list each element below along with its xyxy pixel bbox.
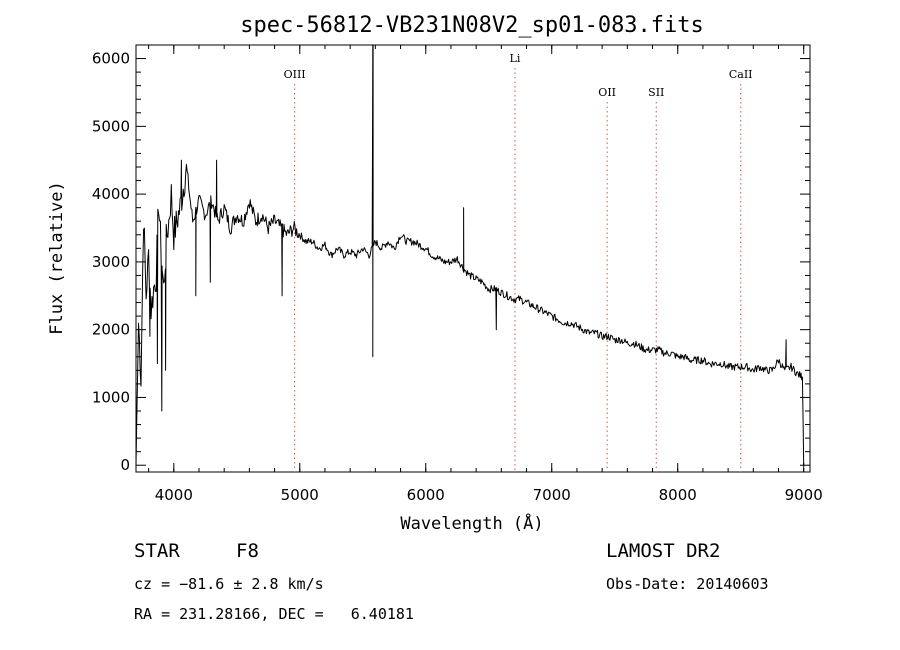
line-marker-label: CaII: [729, 68, 753, 81]
line-marker-label: SII: [648, 86, 664, 99]
x-tick-label: 5000: [281, 486, 319, 504]
object-type: STAR: [134, 540, 180, 562]
y-tick-label: 3000: [92, 253, 130, 271]
x-tick-label: 4000: [155, 486, 193, 504]
plot-frame: [135, 44, 811, 473]
y-axis-label: Flux (relative): [47, 181, 67, 335]
y-tick-label: 1000: [92, 388, 130, 406]
y-tick-label: 0: [120, 456, 130, 474]
coordinates: RA = 231.28166, DEC = 6.40181: [134, 605, 414, 623]
spectrum-line: [135, 44, 805, 466]
x-axis-label: Wavelength (Å): [400, 512, 543, 534]
x-tick-label: 7000: [533, 486, 571, 504]
y-axis-ticks: 0 1000 2000 3000 4000 5000 6000: [92, 50, 810, 474]
survey-name: LAMOST DR2: [606, 540, 721, 562]
y-tick-label: 5000: [92, 117, 130, 135]
line-markers: OIII Li OII SII CaII: [284, 52, 753, 472]
y-tick-label: 2000: [92, 321, 130, 339]
spectral-subclass: F8: [236, 540, 259, 562]
line-marker-label: OIII: [284, 68, 306, 81]
observation-date: Obs-Date: 20140603: [606, 575, 769, 593]
x-tick-label: 8000: [659, 486, 697, 504]
x-axis-ticks: 4000 5000 6000 7000 8000 9000: [148, 45, 823, 504]
radial-velocity: cz = −81.6 ± 2.8 km/s: [134, 575, 324, 593]
spectrum-series: [135, 44, 805, 466]
line-marker-label: Li: [510, 52, 521, 65]
y-tick-label: 4000: [92, 185, 130, 203]
y-tick-label: 6000: [92, 50, 130, 68]
line-marker-label: OII: [598, 86, 616, 99]
x-tick-label: 6000: [407, 486, 445, 504]
chart-title: spec-56812-VB231N08V2_sp01-083.fits: [240, 13, 704, 38]
x-tick-label: 9000: [785, 486, 823, 504]
